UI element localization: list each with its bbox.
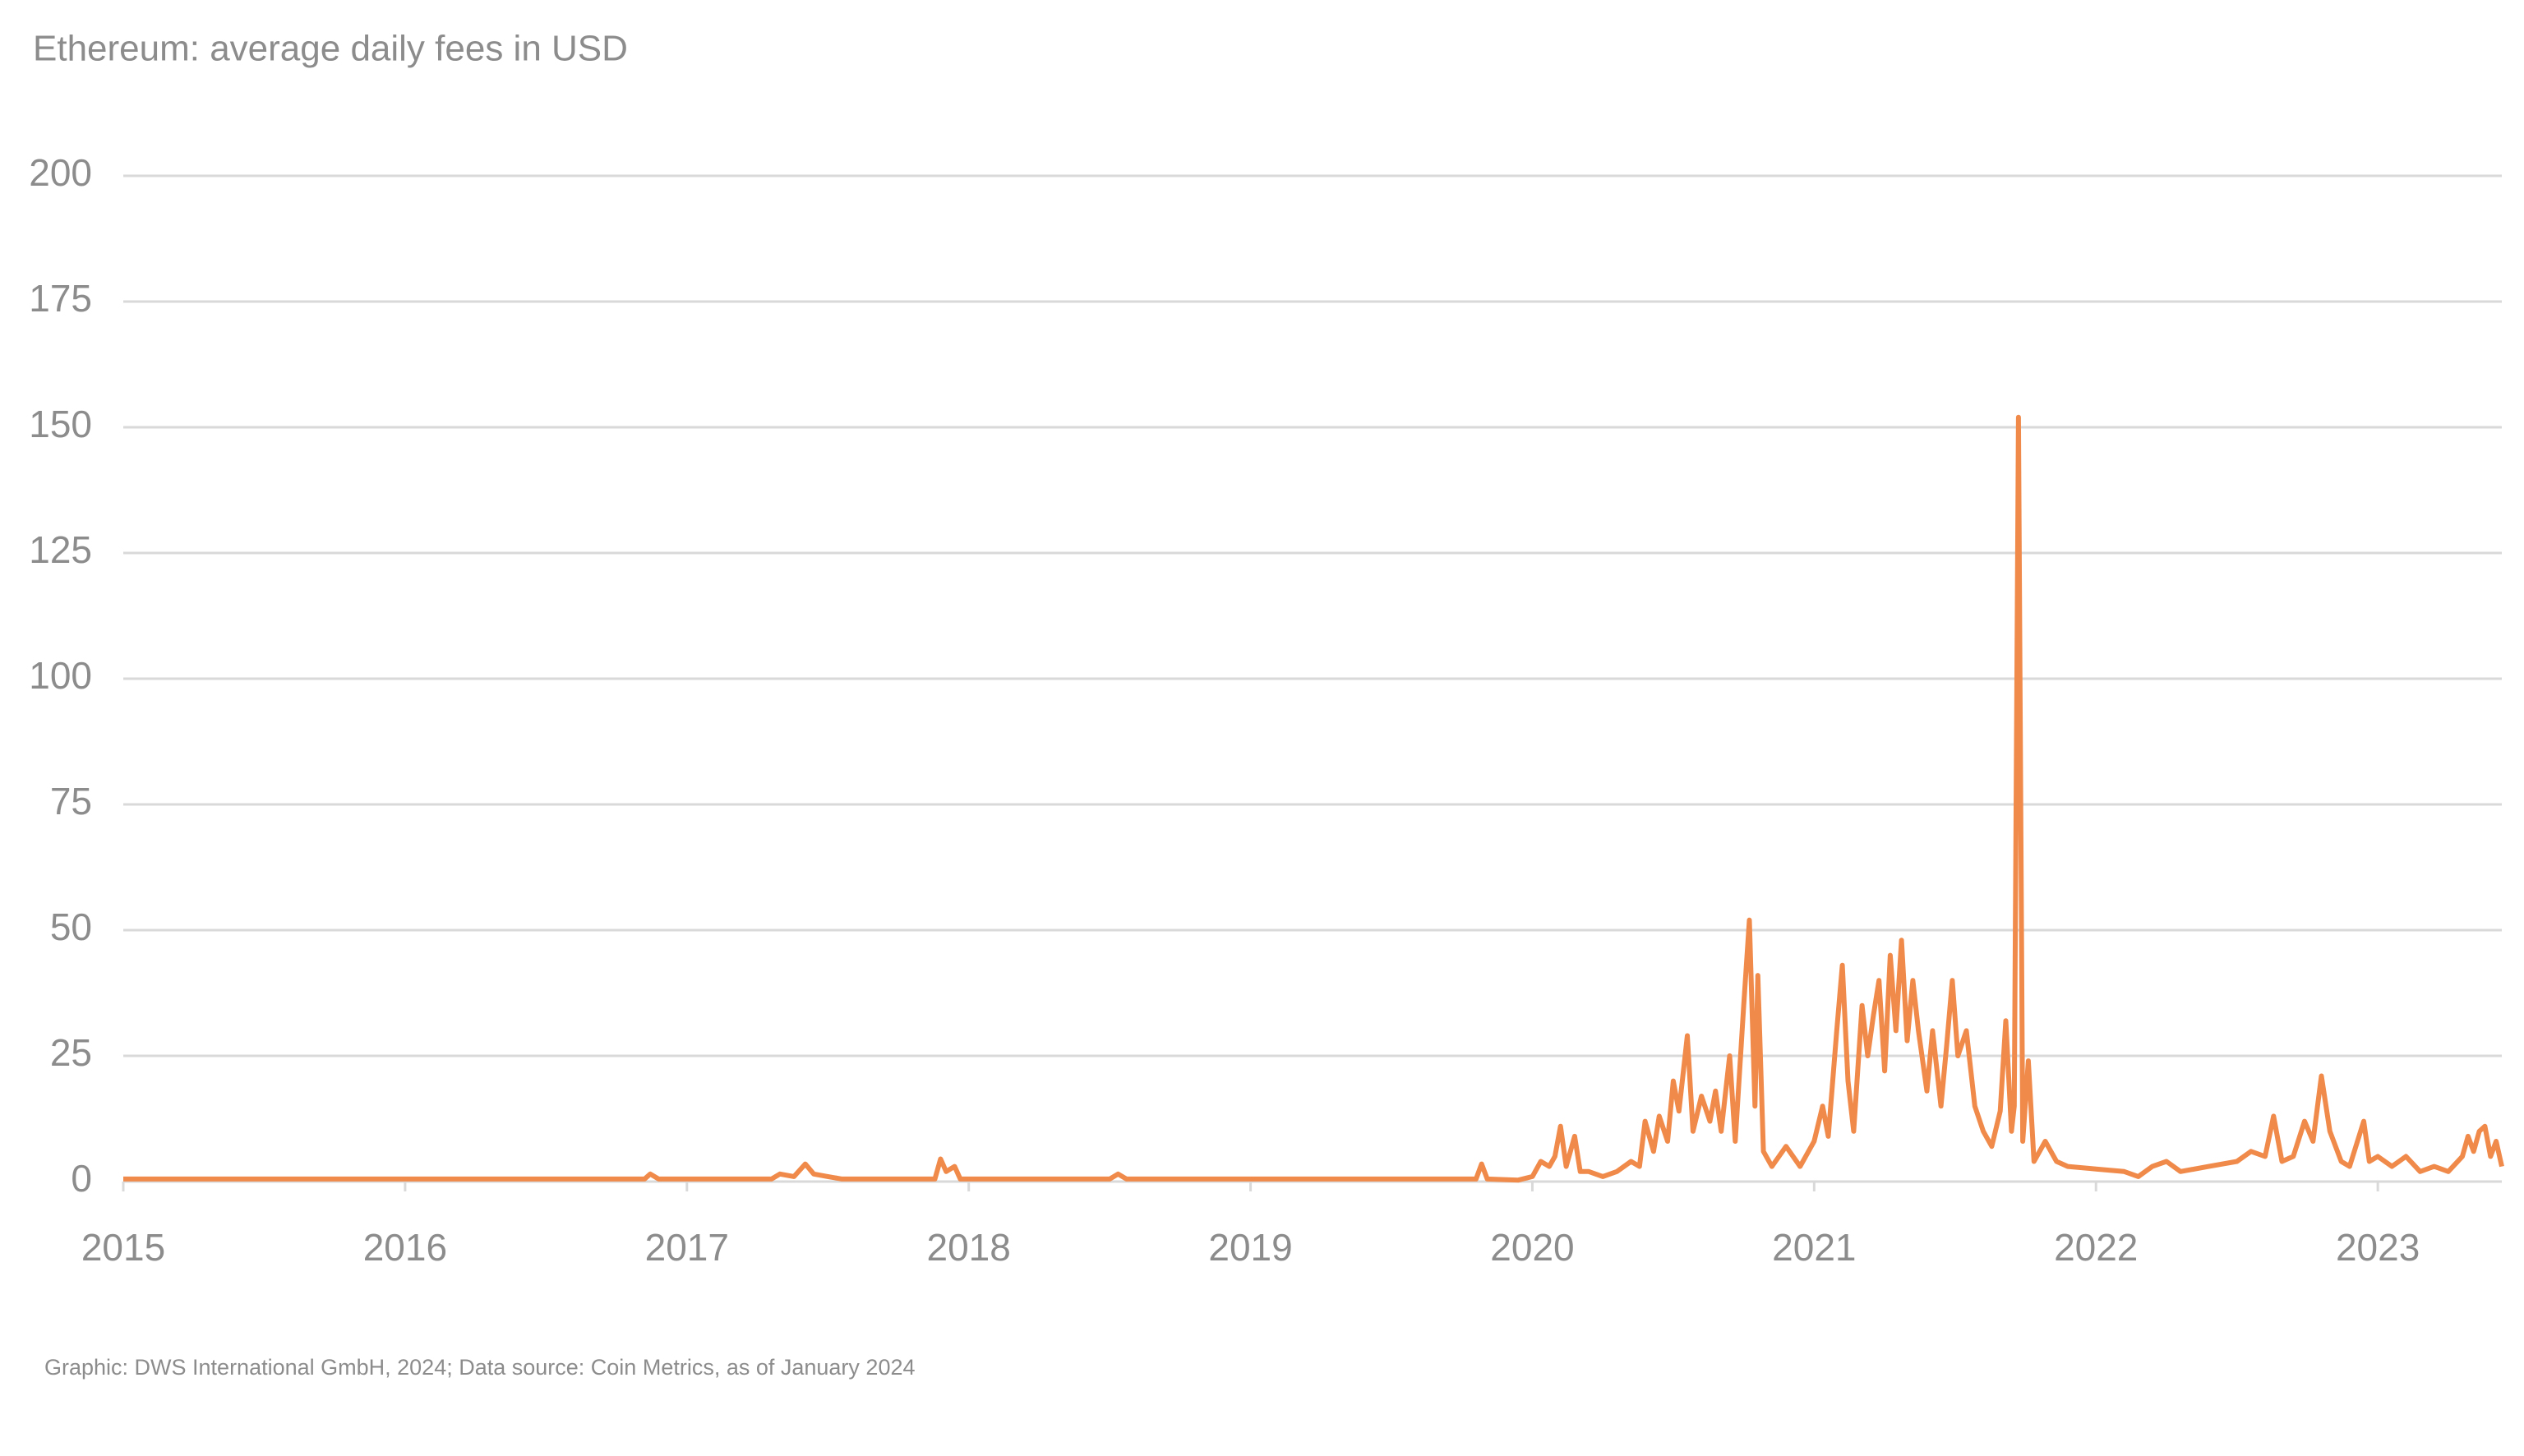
x-tick-label: 2019 — [1208, 1226, 1292, 1269]
y-tick-label: 125 — [29, 528, 92, 571]
y-tick-label: 175 — [29, 277, 92, 320]
x-tick-label: 2018 — [927, 1226, 1011, 1269]
y-tick-label: 200 — [29, 151, 92, 194]
series-line — [123, 414, 2504, 1183]
x-tick-label: 2016 — [363, 1226, 447, 1269]
x-tick-label: 2023 — [2336, 1226, 2420, 1269]
x-tick-label: 2022 — [2054, 1226, 2138, 1269]
y-tick-label: 50 — [50, 905, 92, 948]
chart-title: Ethereum: average daily fees in USD — [33, 29, 628, 69]
y-tick-label: 25 — [50, 1031, 92, 1074]
y-tick-label: 100 — [29, 654, 92, 697]
y-tick-label: 150 — [29, 403, 92, 445]
footnote: Graphic: DWS International GmbH, 2024; D… — [44, 1355, 916, 1380]
y-tick-label: 0 — [71, 1157, 92, 1200]
x-tick-label: 2021 — [1772, 1226, 1856, 1269]
x-tick-label: 2020 — [1490, 1226, 1574, 1269]
x-tick-label: 2017 — [645, 1226, 729, 1269]
x-tick-label: 2015 — [81, 1226, 165, 1269]
y-tick-label: 75 — [50, 780, 92, 822]
